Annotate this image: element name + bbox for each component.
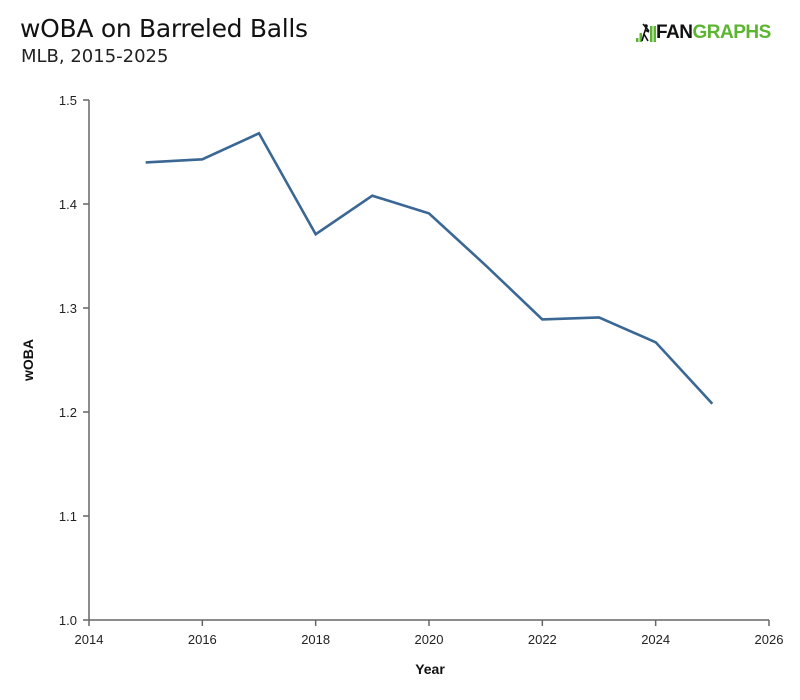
x-tick-label: 2016 [188, 632, 217, 647]
x-tick-label: 2024 [641, 632, 670, 647]
x-tick-label: 2014 [75, 632, 104, 647]
x-tick-label: 2020 [415, 632, 444, 647]
y-axis: 1.0 1.1 1.2 1.3 1.4 1.5 [59, 93, 90, 628]
logo-text-graphs: GRAPHS [692, 22, 772, 43]
y-tick-label: 1.1 [59, 509, 77, 524]
fangraphs-batter-icon [636, 23, 656, 43]
logo-text-fan: FAN [656, 22, 693, 43]
x-axis: 2014 2016 2018 2020 2022 2024 2026 [75, 619, 784, 647]
y-tick-label: 1.3 [59, 301, 77, 316]
fangraphs-logo: FAN GRAPHS [636, 22, 771, 44]
x-tick-label: 2018 [301, 632, 330, 647]
y-tick-label: 1.2 [59, 405, 77, 420]
x-tick-label: 2026 [755, 632, 784, 647]
x-tick-label: 2022 [528, 632, 557, 647]
x-axis-label: Year [415, 661, 445, 677]
y-tick-label: 1.0 [59, 613, 77, 628]
chart-subtitle: MLB, 2015-2025 [21, 46, 169, 67]
y-tick-label: 1.4 [59, 197, 77, 212]
series-layer [145, 131, 714, 405]
chart-title: wOBA on Barreled Balls [20, 14, 308, 43]
y-axis-label: wOBA [20, 339, 36, 382]
series-line-woba [145, 131, 714, 405]
y-tick-label: 1.5 [59, 93, 77, 108]
